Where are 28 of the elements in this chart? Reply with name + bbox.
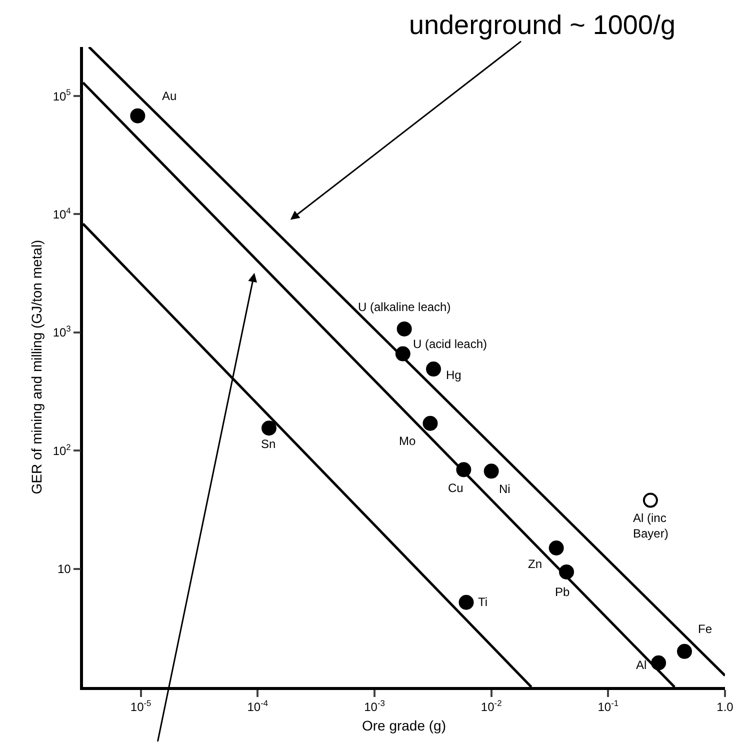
y-tick-label: 10$^{3}$ xyxy=(52,324,72,340)
y-tick-label: 10$^{2}$ xyxy=(52,442,72,458)
annotation: Zn xyxy=(528,557,542,571)
x-axis-title: Ore grade (g) xyxy=(362,717,446,734)
annotation: Hg xyxy=(446,368,462,382)
x-tick-label: 10$^{-5}$ xyxy=(130,698,152,714)
annotation: Mo xyxy=(399,434,416,448)
y-tick-label: 10$^{4}$ xyxy=(52,205,72,222)
annotation: Sn xyxy=(261,437,276,451)
annotation: Ni xyxy=(499,482,510,496)
annotation: Pb xyxy=(555,585,570,599)
x-tick-label: 1.0 xyxy=(716,700,734,714)
y-tick-label: 10$^{5}$ xyxy=(52,87,72,104)
annotation: Au xyxy=(162,89,177,103)
y-axis-title: GER of mining and milling (GJ/ton metal) xyxy=(28,240,44,494)
x-tick-label: 10$^{-3}$ xyxy=(364,698,386,714)
annotation: Fe xyxy=(698,622,712,636)
annotation: Cu xyxy=(448,481,464,495)
x-tick-label: 10$^{-1}$ xyxy=(598,698,619,714)
x-tick-label: 10$^{-4}$ xyxy=(247,698,268,714)
x-tick-label: 10$^{-2}$ xyxy=(480,698,502,714)
annotation: Al xyxy=(636,658,647,672)
annotation: Al (inc Bayer) xyxy=(633,511,668,541)
annotation: Ti xyxy=(478,595,488,609)
annotation: U (alkaline leach) xyxy=(358,300,451,314)
text: underground ~ 1000/g xyxy=(409,10,676,40)
annotation: U (acid leach) xyxy=(413,337,488,351)
y-tick-label: 10 xyxy=(57,562,72,576)
